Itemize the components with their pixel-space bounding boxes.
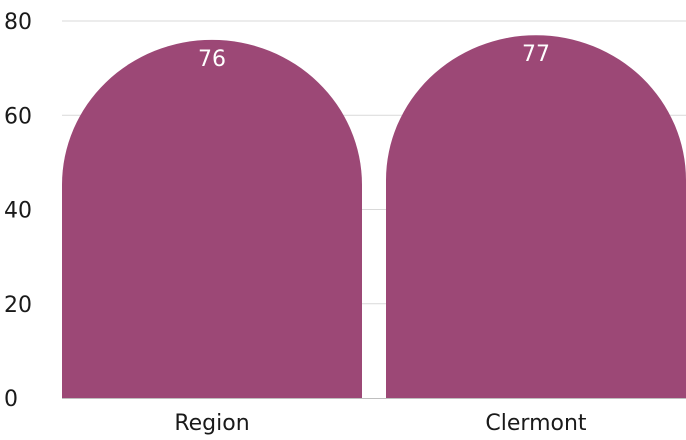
data-label-region: 76 — [198, 47, 226, 72]
y-tick-label: 20 — [4, 293, 32, 318]
bars: 76 77 — [62, 35, 686, 398]
y-tick-label: 0 — [4, 387, 18, 412]
bar-clermont — [386, 35, 686, 398]
y-axis-ticks: 0 20 40 60 80 — [4, 10, 32, 412]
data-label-clermont: 77 — [522, 42, 550, 67]
y-tick-label: 40 — [4, 199, 32, 224]
x-axis-labels: Region Clermont — [174, 411, 587, 436]
x-tick-label: Region — [174, 411, 249, 436]
y-tick-label: 80 — [4, 10, 32, 35]
x-tick-label: Clermont — [485, 411, 587, 436]
y-tick-label: 60 — [4, 104, 32, 129]
bar-region — [62, 39, 362, 398]
